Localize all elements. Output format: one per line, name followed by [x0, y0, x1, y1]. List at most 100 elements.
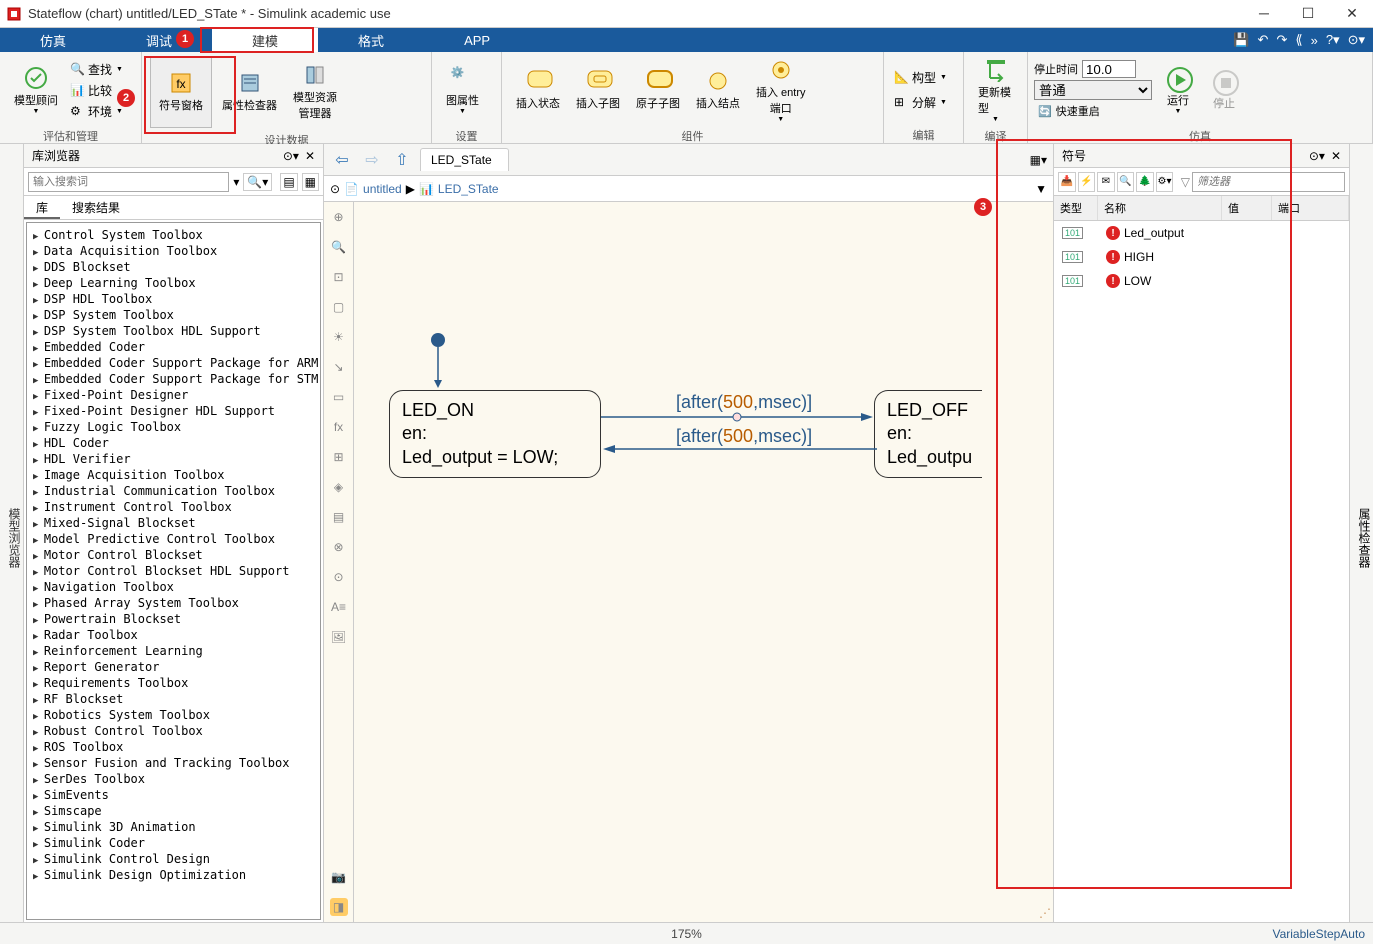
library-tab-lib[interactable]: 库 — [24, 196, 60, 219]
environment-button[interactable]: ⚙环境 ▼ — [66, 102, 127, 121]
library-item[interactable]: Motor Control Blockset — [31, 547, 316, 563]
library-item[interactable]: Mixed-Signal Blockset — [31, 515, 316, 531]
library-item[interactable]: HDL Verifier — [31, 451, 316, 467]
library-item[interactable]: DDS Blockset — [31, 259, 316, 275]
symbols-close-icon[interactable]: ✕ — [1331, 149, 1341, 163]
atomic-subchart-button[interactable]: 原子子图 — [628, 54, 688, 126]
library-item[interactable]: Model Predictive Control Toolbox — [31, 531, 316, 547]
run-button[interactable]: 运行▼ — [1158, 54, 1198, 126]
save-icon[interactable]: 💾 — [1233, 32, 1249, 48]
redo-icon[interactable]: ↷ — [1276, 32, 1287, 48]
model-advisor-button[interactable]: 模型顾问 ▼ — [6, 54, 66, 126]
select-tool-icon[interactable]: ⊕ — [330, 208, 348, 226]
sym-add-data-icon[interactable]: 📥 — [1058, 172, 1076, 192]
library-item[interactable]: Data Acquisition Toolbox — [31, 243, 316, 259]
options-icon[interactable]: ⊙▾ — [1348, 32, 1365, 48]
library-item[interactable]: Sensor Fusion and Tracking Toolbox — [31, 755, 316, 771]
state-led-on[interactable]: LED_ON en: Led_output = LOW; — [389, 390, 601, 478]
zoom-tool-icon[interactable]: 🔍 — [330, 238, 348, 256]
sym-add-message-icon[interactable]: ✉ — [1097, 172, 1115, 192]
library-item[interactable]: Deep Learning Toolbox — [31, 275, 316, 291]
library-item[interactable]: DSP HDL Toolbox — [31, 291, 316, 307]
sym-resolve-icon[interactable]: 🔍 — [1117, 172, 1135, 192]
library-item[interactable]: Powertrain Blockset — [31, 611, 316, 627]
stop-time-input[interactable] — [1082, 60, 1136, 78]
library-item[interactable]: Instrument Control Toolbox — [31, 499, 316, 515]
library-search-input[interactable] — [28, 172, 229, 192]
search-ribbon-icon[interactable]: ⟪ — [1295, 32, 1302, 48]
sym-col-name[interactable]: 名称 — [1098, 196, 1222, 220]
maximize-button[interactable]: ☐ — [1293, 5, 1323, 22]
library-item[interactable]: Radar Toolbox — [31, 627, 316, 643]
library-item[interactable]: ROS Toolbox — [31, 739, 316, 755]
library-item[interactable]: HDL Coder — [31, 435, 316, 451]
right-rail-property-inspector[interactable]: 属性检查器 — [1349, 144, 1373, 922]
left-rail-model-browser[interactable]: 模型浏览器 — [0, 144, 24, 922]
symbols-filter-input[interactable] — [1192, 172, 1345, 192]
library-item[interactable]: Fixed-Point Designer — [31, 387, 316, 403]
breadcrumb-dropdown-icon[interactable]: ▼ — [1035, 182, 1047, 196]
library-item[interactable]: Robust Control Toolbox — [31, 723, 316, 739]
library-item[interactable]: Fixed-Point Designer HDL Support — [31, 403, 316, 419]
insert-entry-button[interactable]: 插入 entry 端口▼ — [748, 54, 814, 126]
box-tool-icon[interactable]: ▭ — [330, 388, 348, 406]
expand-ribbon-icon[interactable]: » — [1311, 33, 1318, 48]
library-item[interactable]: Embedded Coder Support Package for ARM.. — [31, 355, 316, 371]
find-button[interactable]: 🔍查找 ▼ — [66, 60, 127, 79]
canvas-options-icon[interactable]: ▦▾ — [1030, 153, 1047, 167]
library-tree[interactable]: Control System ToolboxData Acquisition T… — [26, 222, 321, 920]
library-item[interactable]: Fuzzy Logic Toolbox — [31, 419, 316, 435]
library-item[interactable]: RF Blockset — [31, 691, 316, 707]
solver-name[interactable]: VariableStepAuto — [1272, 927, 1365, 941]
transition-top-label[interactable]: [after(500,msec)] — [676, 392, 812, 413]
library-item[interactable]: SerDes Toolbox — [31, 771, 316, 787]
fast-restart-button[interactable]: 🔄快速重启 — [1034, 102, 1152, 120]
library-item[interactable]: Requirements Toolbox — [31, 675, 316, 691]
snapshot-tool-icon[interactable]: 📷 — [330, 868, 348, 886]
library-item[interactable]: Robotics System Toolbox — [31, 707, 316, 723]
chart-properties-button[interactable]: ⚙️ 图属性 ▼ — [438, 54, 487, 126]
stateflow-canvas[interactable]: LED_ON en: Led_output = LOW; LED_OFF en:… — [354, 202, 1053, 922]
sym-add-event-icon[interactable]: ⚡ — [1078, 172, 1096, 192]
symbol-row[interactable]: 101!LOW — [1054, 269, 1349, 293]
nav-up-icon[interactable]: ⇧ — [390, 148, 414, 172]
sim-mode-select[interactable]: 普通 — [1034, 80, 1152, 100]
function-tool-icon[interactable]: fx — [330, 418, 348, 436]
close-button[interactable]: ✕ — [1337, 5, 1367, 22]
library-item[interactable]: Embedded Coder Support Package for STM.. — [31, 371, 316, 387]
tab-modeling[interactable]: 建模 — [212, 28, 318, 52]
insert-subchart-button[interactable]: 插入子图 — [568, 54, 628, 126]
breadcrumb-collapse-icon[interactable]: ⊙ — [330, 182, 340, 196]
library-item[interactable]: Embedded Coder — [31, 339, 316, 355]
annotation-tool-icon[interactable]: A≡ — [330, 598, 348, 616]
library-item[interactable]: DSP System Toolbox — [31, 307, 316, 323]
transition-bottom-label[interactable]: [after(500,msec)] — [676, 426, 812, 447]
help-icon[interactable]: ?▾ — [1326, 32, 1340, 48]
tab-simulation[interactable]: 仿真 — [0, 28, 106, 52]
sym-col-value[interactable]: 值 — [1222, 196, 1272, 220]
library-tab-results[interactable]: 搜索结果 — [60, 196, 132, 219]
library-item[interactable]: Motor Control Blockset HDL Support — [31, 563, 316, 579]
tab-format[interactable]: 格式 — [318, 28, 424, 52]
library-item[interactable]: Reinforcement Learning — [31, 643, 316, 659]
sym-col-type[interactable]: 类型 — [1054, 196, 1098, 220]
minimize-button[interactable]: ─ — [1249, 5, 1279, 22]
tab-debug[interactable]: 调试 — [106, 28, 212, 52]
pattern-button[interactable]: 📐构型 ▼ — [890, 68, 951, 87]
library-item[interactable]: Industrial Communication Toolbox — [31, 483, 316, 499]
undo-icon[interactable]: ↶ — [1258, 32, 1269, 48]
panel-close-icon[interactable]: ✕ — [305, 149, 315, 163]
sym-settings-icon[interactable]: ⚙▾ — [1156, 172, 1174, 192]
panel-dropdown-icon[interactable]: ⊙▾ — [283, 149, 299, 163]
symbols-pane-button[interactable]: fx 符号窗格 — [150, 56, 212, 128]
library-item[interactable]: SimEvents — [31, 787, 316, 803]
library-item[interactable]: Phased Array System Toolbox — [31, 595, 316, 611]
model-explorer-button[interactable]: 模型资源 管理器 — [285, 56, 345, 128]
library-item[interactable]: Simscape — [31, 803, 316, 819]
library-search-button-icon[interactable]: 🔍▾ — [243, 173, 272, 191]
symbols-dropdown-icon[interactable]: ⊙▾ — [1309, 149, 1325, 163]
library-item[interactable]: Control System Toolbox — [31, 227, 316, 243]
junction-tool-icon[interactable]: ⊙ — [330, 568, 348, 586]
view-list-icon[interactable]: ▤ — [280, 173, 297, 191]
canvas-resize-handle[interactable]: ⋰ — [1039, 906, 1051, 920]
